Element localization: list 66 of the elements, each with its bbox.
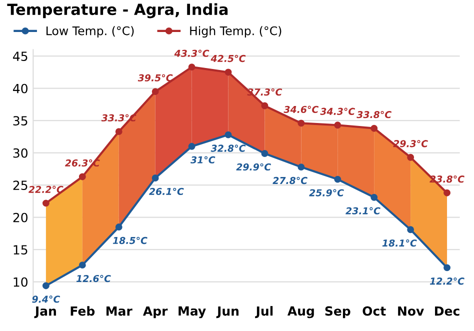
data-label: 22.2°C — [28, 186, 64, 194]
data-label: 33.8°C — [356, 110, 392, 118]
x-tick-label: Apr — [142, 306, 168, 318]
point — [298, 120, 305, 127]
x-tick-label: Jun — [216, 306, 238, 318]
data-label: 9.4°C — [32, 296, 60, 303]
x-tick-label: Jan — [34, 306, 56, 318]
point — [188, 142, 196, 150]
point — [152, 174, 159, 182]
x-tick-label: Feb — [70, 306, 95, 316]
point — [444, 264, 450, 272]
point — [42, 282, 50, 290]
data-label: 42.5°C — [210, 54, 246, 62]
data-label: 29.9°C — [236, 163, 271, 171]
x-tick-label: Jul — [255, 306, 273, 318]
point — [78, 173, 86, 180]
y-tick-label: 20 — [13, 212, 28, 222]
x-tick-label: May — [178, 306, 206, 318]
point — [298, 164, 305, 171]
x-tick-label: Sep — [325, 306, 350, 318]
point — [407, 154, 414, 161]
x-tick-label: Aug — [287, 306, 314, 318]
data-label: 39.5°C — [138, 74, 173, 82]
point — [407, 226, 414, 234]
x-tick-label: Mar — [106, 306, 132, 316]
chart-title: Temperature - Agra, India — [7, 3, 228, 18]
point — [42, 200, 50, 207]
data-label: 12.2°C — [430, 277, 464, 285]
point — [261, 150, 268, 157]
point — [188, 64, 196, 71]
point — [115, 224, 122, 231]
y-tick-label: 30 — [13, 148, 28, 158]
data-label: 32.8°C — [210, 144, 246, 152]
point — [334, 176, 342, 183]
point — [370, 194, 378, 201]
data-label: 18.1°C — [382, 239, 417, 247]
x-tick-label: Oct — [362, 306, 386, 316]
point — [115, 128, 122, 136]
data-label: 34.3°C — [320, 108, 356, 115]
data-label: 23.1°C — [346, 207, 380, 214]
y-tick-label: 10 — [14, 277, 28, 287]
y-tick-label: 35 — [13, 116, 28, 126]
data-label: 31°C — [190, 156, 216, 164]
y-tick-label: 40 — [13, 84, 28, 94]
data-label: 34.6°C — [284, 106, 319, 114]
data-label: 25.9°C — [309, 189, 344, 196]
point — [370, 124, 378, 132]
data-label: 27.8°C — [272, 176, 308, 184]
y-tick-label: 25 — [13, 180, 28, 190]
data-label: 26.1°C — [149, 188, 184, 196]
y-tick-label: 45 — [13, 52, 28, 62]
point — [444, 189, 450, 196]
data-label: 18.5°C — [112, 236, 148, 244]
data-label: 12.6°C — [76, 274, 111, 282]
legend-label: High Temp. (°C) — [190, 26, 282, 38]
point — [152, 88, 159, 96]
y-tick-label: 15 — [14, 245, 28, 255]
point — [78, 262, 86, 269]
data-label: 43.3°C — [174, 50, 210, 57]
point — [334, 122, 342, 129]
legend-label: Low Temp. (°C) — [46, 26, 134, 38]
point — [224, 68, 232, 76]
point — [224, 131, 232, 138]
x-tick-label: Nov — [398, 306, 424, 316]
x-tick-label: Dec — [435, 306, 460, 316]
point — [261, 102, 268, 110]
